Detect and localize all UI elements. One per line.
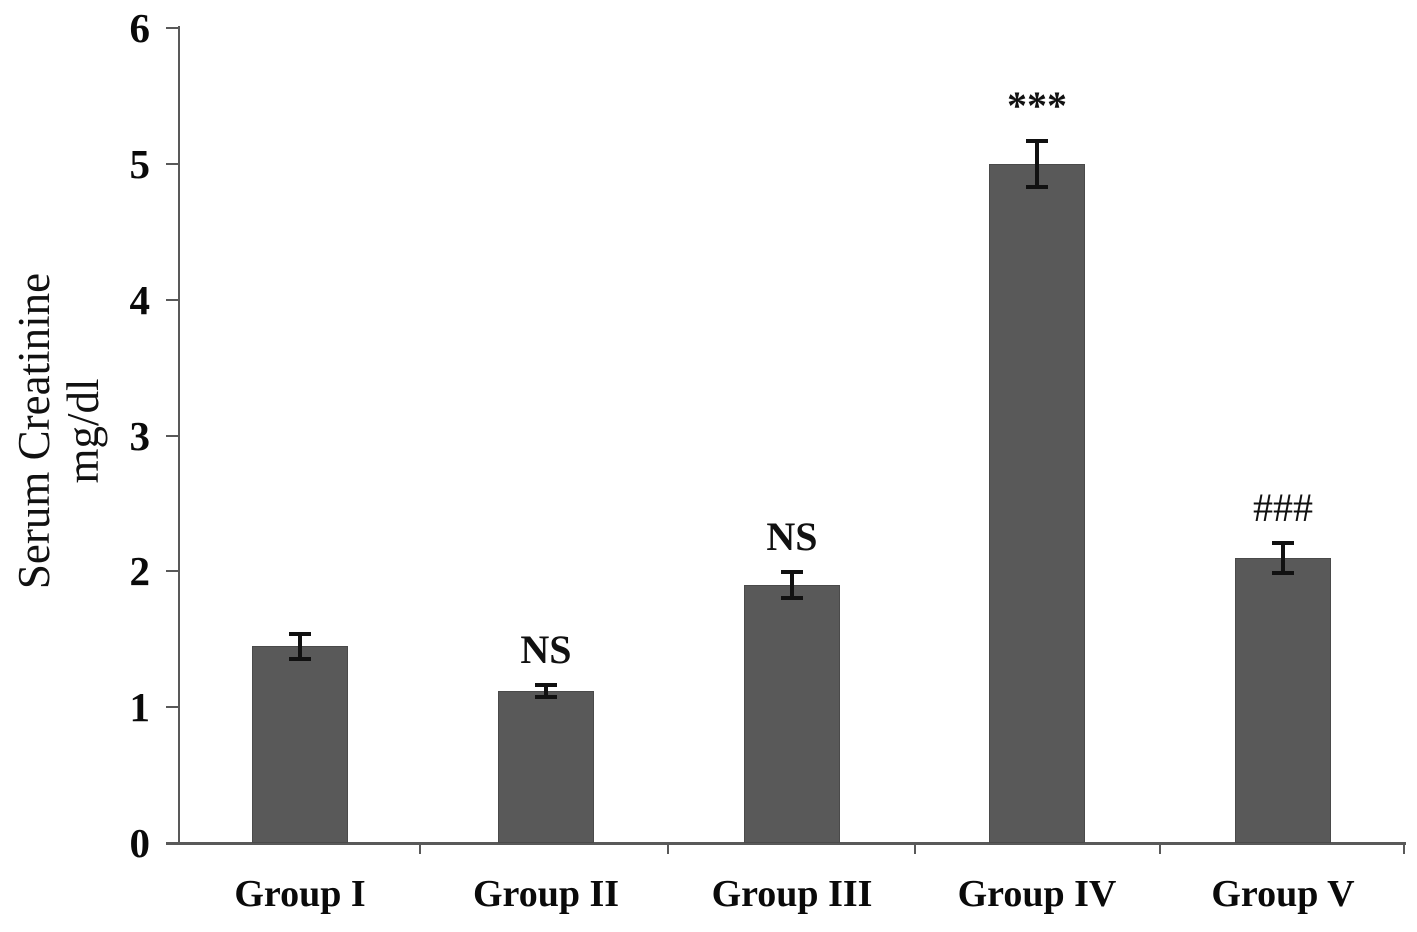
error-bar-cap-bottom xyxy=(781,595,803,600)
y-tick-label: 3 xyxy=(129,412,151,459)
error-bar-cap-top xyxy=(289,631,311,636)
y-tick-label: 6 xyxy=(129,5,151,52)
x-category-label: Group I xyxy=(234,873,366,915)
error-bar-line xyxy=(790,571,794,599)
y-tick-label: 0 xyxy=(129,820,151,866)
bar xyxy=(989,164,1085,843)
bar xyxy=(252,646,348,843)
y-tick-mark xyxy=(166,842,179,844)
error-bar-cap-top xyxy=(535,683,557,688)
y-tick-label: 5 xyxy=(129,141,151,187)
error-bar-cap-top xyxy=(1026,138,1048,143)
bar xyxy=(744,584,840,843)
y-tick-mark xyxy=(166,706,179,709)
y-tick-mark xyxy=(166,163,179,165)
x-tick-mark xyxy=(914,843,916,854)
y-tick-label: 1 xyxy=(129,684,151,731)
error-bar-cap-top xyxy=(1272,540,1294,545)
x-tick-mark xyxy=(1159,843,1161,854)
bar xyxy=(1235,557,1331,843)
y-tick-mark xyxy=(166,570,179,573)
y-tick-mark xyxy=(166,434,179,437)
error-bar-cap-bottom xyxy=(289,656,311,661)
error-bar-cap-bottom xyxy=(535,694,557,699)
x-category-label: Group IV xyxy=(957,873,1117,915)
significance-annotation: *** xyxy=(1007,82,1067,128)
y-tick-label: 2 xyxy=(129,548,151,595)
error-bar-cap-top xyxy=(781,570,803,575)
bar xyxy=(498,690,594,843)
error-bar-cap-bottom xyxy=(1272,571,1294,576)
error-bar-line xyxy=(544,684,548,698)
y-axis-title-line1: Serum Creatinine xyxy=(9,272,59,590)
error-bar-line xyxy=(1035,139,1039,189)
x-tick-mark xyxy=(419,843,421,854)
x-category-label: Group II xyxy=(472,873,620,915)
error-bar-cap-bottom xyxy=(1026,185,1048,190)
x-tick-mark xyxy=(1403,843,1405,854)
x-category-label: Group III xyxy=(711,873,873,915)
significance-annotation: NS xyxy=(766,514,818,560)
error-bar-line xyxy=(1281,541,1285,575)
significance-annotation: NS xyxy=(520,627,572,673)
y-tick-label: 4 xyxy=(129,276,151,323)
x-category-label: Group V xyxy=(1211,873,1355,915)
y-tick-mark xyxy=(166,298,179,301)
error-bar-line xyxy=(298,632,302,660)
y-axis-line xyxy=(178,26,180,845)
significance-annotation: ### xyxy=(1253,484,1313,530)
y-tick-mark xyxy=(166,27,179,30)
x-tick-mark xyxy=(667,843,669,854)
x-axis-line xyxy=(166,842,1406,845)
